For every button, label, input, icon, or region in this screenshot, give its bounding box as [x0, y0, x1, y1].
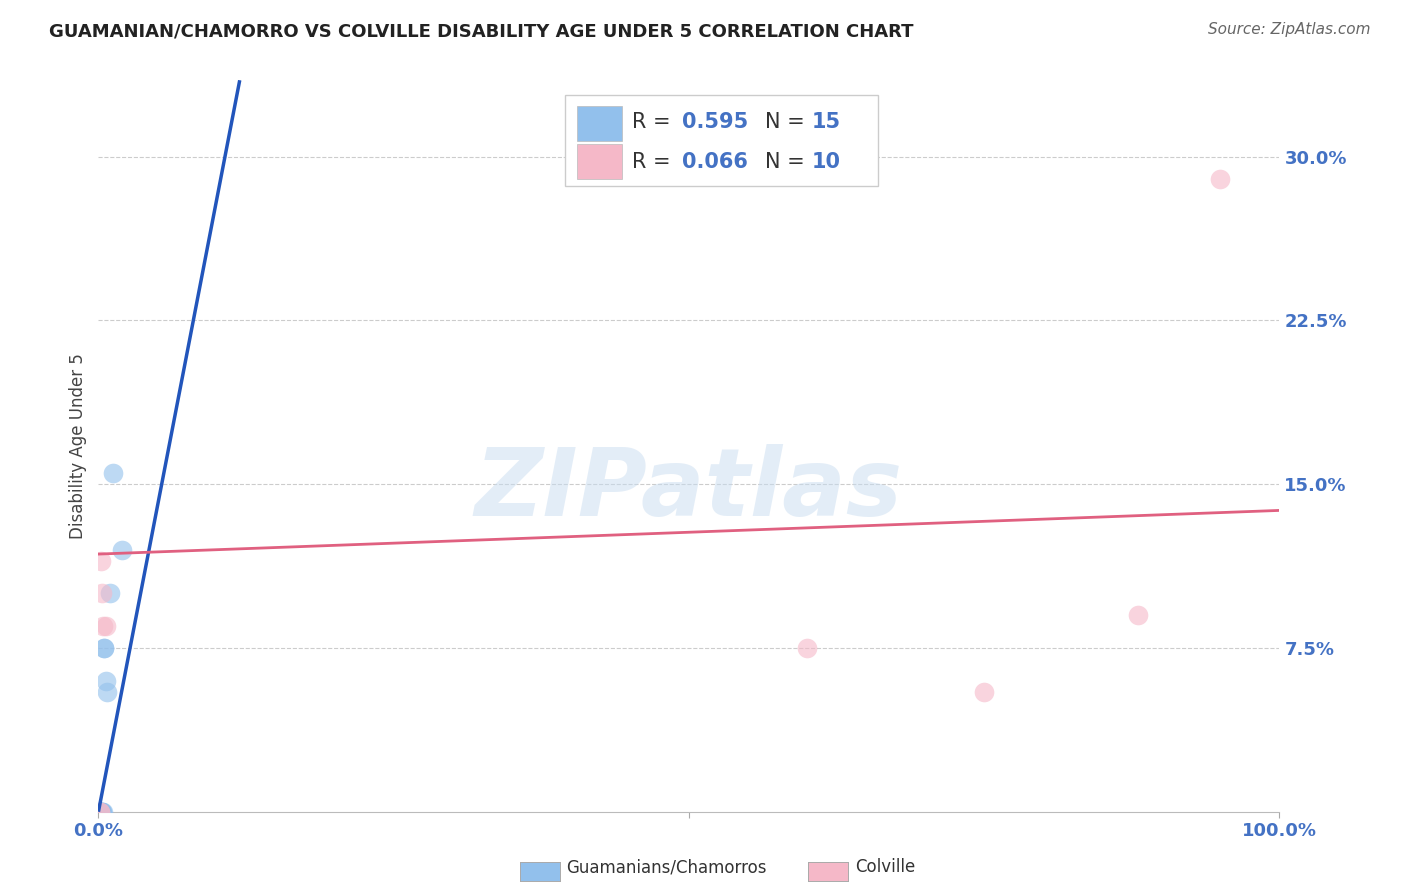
Point: [93, 640, 115, 655]
Point: [101, 467, 124, 481]
Text: Guamanians/Chamorros: Guamanians/Chamorros: [567, 858, 768, 876]
Point: [1126, 608, 1149, 623]
Point: [96, 684, 118, 698]
Point: [89, 805, 111, 819]
Y-axis label: Disability Age Under 5: Disability Age Under 5: [69, 353, 87, 539]
Point: [98, 586, 121, 600]
Point: [91, 805, 114, 819]
Text: 0.595: 0.595: [682, 112, 748, 132]
Point: [90, 805, 112, 819]
Point: [89, 805, 111, 819]
Point: [94, 619, 117, 633]
Point: [973, 684, 995, 698]
Point: [91, 586, 114, 600]
FancyBboxPatch shape: [576, 144, 621, 179]
Text: R =: R =: [633, 152, 678, 171]
Text: 0.066: 0.066: [682, 152, 748, 171]
Point: [1209, 171, 1232, 186]
Point: [89, 805, 111, 819]
Point: [90, 805, 112, 819]
Text: ZIPatlas: ZIPatlas: [475, 444, 903, 536]
Point: [90, 805, 112, 819]
Text: 10: 10: [811, 152, 841, 171]
Point: [93, 640, 115, 655]
Text: N =: N =: [765, 112, 811, 132]
Text: N =: N =: [765, 152, 811, 171]
Point: [91, 805, 114, 819]
Point: [94, 673, 117, 688]
Point: [91, 619, 114, 633]
Point: [796, 640, 818, 655]
Point: [89, 805, 111, 819]
Text: GUAMANIAN/CHAMORRO VS COLVILLE DISABILITY AGE UNDER 5 CORRELATION CHART: GUAMANIAN/CHAMORRO VS COLVILLE DISABILIT…: [49, 22, 914, 40]
FancyBboxPatch shape: [565, 95, 877, 186]
Point: [91, 805, 114, 819]
Text: Colville: Colville: [855, 858, 915, 876]
FancyBboxPatch shape: [576, 106, 621, 141]
Text: Source: ZipAtlas.com: Source: ZipAtlas.com: [1208, 22, 1371, 37]
Point: [90, 554, 112, 568]
Point: [111, 542, 134, 557]
Text: R =: R =: [633, 112, 678, 132]
Text: 15: 15: [811, 112, 841, 132]
